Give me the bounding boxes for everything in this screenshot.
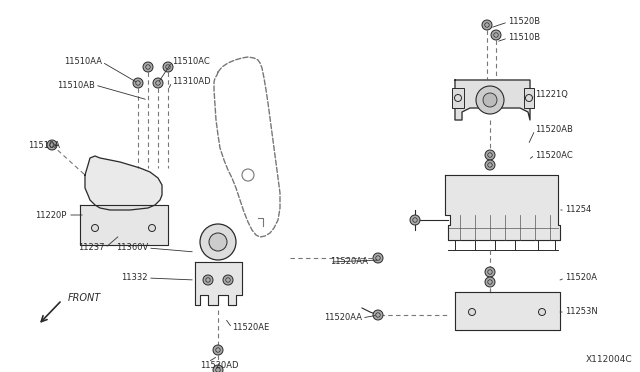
Text: 11360V: 11360V (116, 244, 148, 253)
Circle shape (200, 224, 236, 260)
Circle shape (410, 215, 420, 225)
Text: 11310AD: 11310AD (172, 77, 211, 87)
Bar (452, 88, 464, 108)
Polygon shape (455, 292, 560, 330)
Circle shape (485, 150, 495, 160)
Circle shape (373, 310, 383, 320)
Circle shape (485, 277, 495, 287)
Text: 11520A: 11520A (565, 273, 597, 282)
Text: 11520AA: 11520AA (324, 314, 362, 323)
Circle shape (133, 78, 143, 88)
Text: 11520AA: 11520AA (330, 257, 368, 266)
Text: 11510B: 11510B (508, 33, 540, 42)
Circle shape (148, 224, 156, 231)
Circle shape (47, 140, 57, 150)
Polygon shape (445, 175, 560, 240)
Polygon shape (80, 205, 168, 245)
Text: 11510AB: 11510AB (57, 80, 95, 90)
Text: 11237: 11237 (78, 244, 104, 253)
Polygon shape (195, 262, 242, 305)
Circle shape (491, 30, 501, 40)
Circle shape (213, 345, 223, 355)
Text: 11520AE: 11520AE (232, 324, 269, 333)
Text: 11520AC: 11520AC (535, 151, 573, 160)
Text: 11510AA: 11510AA (64, 58, 102, 67)
Circle shape (538, 308, 545, 315)
Text: 11510A: 11510A (28, 141, 60, 150)
Bar (524, 88, 534, 108)
Circle shape (143, 62, 153, 72)
Circle shape (153, 78, 163, 88)
Circle shape (203, 275, 213, 285)
Text: FRONT: FRONT (68, 293, 101, 303)
Circle shape (485, 160, 495, 170)
Circle shape (454, 94, 461, 102)
Text: 11510AC: 11510AC (172, 58, 210, 67)
Text: 11253N: 11253N (565, 308, 598, 317)
Circle shape (468, 308, 476, 315)
Polygon shape (455, 80, 530, 120)
Text: 11520AB: 11520AB (535, 125, 573, 135)
Text: 11332: 11332 (122, 273, 148, 282)
Circle shape (213, 365, 223, 372)
Circle shape (209, 233, 227, 251)
Text: X112004C: X112004C (586, 355, 632, 364)
Polygon shape (85, 156, 162, 210)
Circle shape (373, 253, 383, 263)
Text: 11254: 11254 (565, 205, 591, 215)
Circle shape (163, 62, 173, 72)
Circle shape (485, 267, 495, 277)
Circle shape (482, 20, 492, 30)
Circle shape (223, 275, 233, 285)
Circle shape (483, 93, 497, 107)
Text: 11221Q: 11221Q (535, 90, 568, 99)
Circle shape (92, 224, 99, 231)
Circle shape (525, 94, 532, 102)
Text: 11520AD: 11520AD (200, 360, 239, 369)
Circle shape (476, 86, 504, 114)
Text: 11220P: 11220P (35, 211, 67, 219)
Text: 11520B: 11520B (508, 17, 540, 26)
